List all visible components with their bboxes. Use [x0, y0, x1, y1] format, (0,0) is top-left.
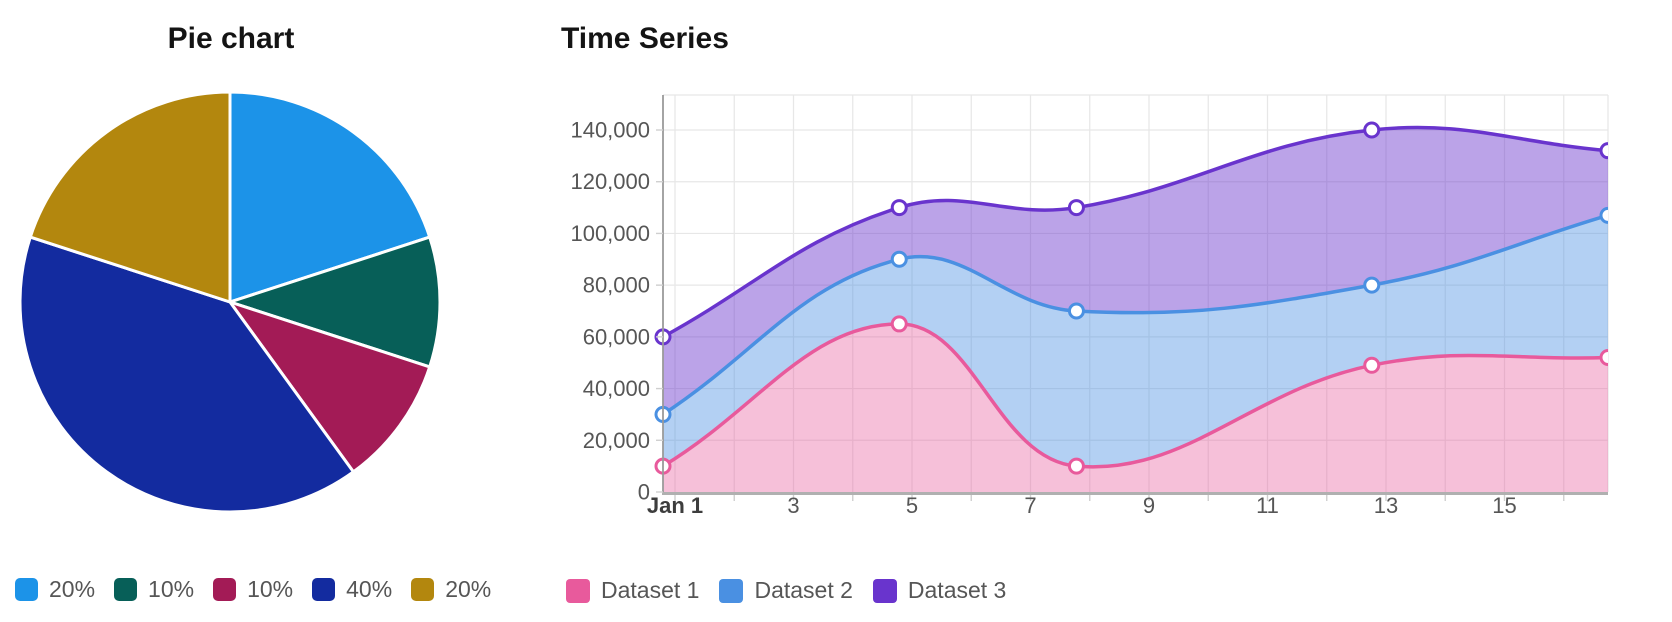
legend-label: Dataset 3 [907, 577, 1007, 603]
point-dataset-3-day5[interactable] [890, 199, 908, 217]
plot-area[interactable] [654, 121, 1615, 492]
legend-swatch [312, 578, 336, 601]
area-fill-dataset-2 [663, 215, 1608, 467]
pie-chart-title: Pie chart [167, 22, 295, 55]
axes [656, 95, 1608, 501]
pie-slice-3-10%[interactable] [228, 300, 432, 474]
pie-slice-5-20%[interactable] [28, 90, 232, 304]
pie-legend-item-2[interactable]: 10% [114, 576, 194, 603]
legend-swatch [411, 578, 435, 601]
pie-slice-1-20%[interactable] [228, 90, 432, 304]
point-dataset-2-day5[interactable] [890, 250, 908, 268]
x-tick-label-day13: 13 [1374, 493, 1398, 518]
ts-legend-item-dataset-2[interactable]: Dataset 2 [719, 577, 853, 604]
point-dataset-2-day13[interactable] [1363, 276, 1381, 294]
pie-legend-item-1[interactable]: 20% [15, 576, 95, 603]
x-tick-label-day7: 7 [1024, 493, 1036, 518]
point-dataset-2-day8[interactable] [1067, 302, 1085, 320]
y-tick-label-20000: 20,000 [583, 428, 650, 453]
legend-label: 20% [445, 576, 492, 602]
pie-slice-2-10%[interactable] [228, 235, 442, 369]
ts-legend-item-dataset-1[interactable]: Dataset 1 [566, 577, 699, 604]
point-dataset-3-day8[interactable] [1067, 199, 1085, 217]
legend-swatch [719, 578, 744, 603]
area-fill-dataset-3 [663, 127, 1608, 415]
pie-legend: 20% 10% 10% 40% 20% [15, 576, 491, 603]
point-dataset-3-day17[interactable] [1599, 142, 1615, 160]
point-dataset-2-day17[interactable] [1599, 206, 1615, 224]
x-tick-label-day9: 9 [1143, 493, 1155, 518]
y-tick-label-140000: 140,000 [570, 118, 650, 143]
pie-legend-item-5[interactable]: 20% [411, 576, 491, 603]
legend-swatch [114, 578, 138, 601]
x-tick-label-day5: 5 [906, 493, 918, 518]
y-tick-label-80000: 80,000 [583, 273, 650, 298]
point-dataset-1-day8[interactable] [1067, 457, 1085, 475]
pie-legend-item-4[interactable]: 40% [312, 576, 392, 603]
point-dataset-1-day17[interactable] [1599, 349, 1615, 367]
legend-swatch [213, 578, 237, 601]
line-dataset-3 [661, 125, 1608, 339]
point-dataset-3-day13[interactable] [1363, 121, 1381, 139]
y-tick-label-0: 0 [638, 480, 650, 505]
pie-slice-4-40%[interactable] [18, 235, 355, 514]
y-tick-label-120000: 120,000 [570, 169, 650, 194]
ts-legend-item-dataset-3[interactable]: Dataset 3 [872, 577, 1007, 604]
axis-labels: 0 20,000 40,000 60,000 80,000 100,000 120,000 1… [570, 118, 1516, 519]
point-dataset-1-day13[interactable] [1363, 356, 1381, 374]
legend-swatch [566, 578, 590, 603]
legend-swatch [15, 578, 38, 601]
x-tick-label-day1: Jan 1 [647, 493, 703, 518]
legend-swatch [872, 578, 897, 603]
legend-label: 20% [49, 576, 96, 602]
x-tick-label-day3: 3 [787, 493, 799, 518]
y-tick-label-60000: 60,000 [583, 324, 650, 349]
timeseries-chart-title: Time Series [561, 22, 729, 55]
pie-legend-item-3[interactable]: 10% [213, 576, 293, 603]
y-tick-label-40000: 40,000 [583, 376, 650, 401]
legend-label: Dataset 1 [601, 577, 700, 603]
point-dataset-1-day5[interactable] [890, 315, 908, 333]
timeseries-chart[interactable]: 0 20,000 40,000 60,000 80,000 100,000 120,000 1… [520, 85, 1672, 530]
timeseries-legend: Dataset 1 Dataset 2 Dataset 3 [566, 577, 1006, 604]
legend-label: 10% [247, 576, 294, 602]
x-tick-label-day15: 15 [1492, 493, 1516, 518]
x-tick-label-day11: 11 [1256, 493, 1279, 518]
legend-label: 40% [346, 576, 393, 602]
legend-label: 10% [148, 576, 195, 602]
y-tick-label-100000: 100,000 [570, 221, 650, 246]
legend-label: Dataset 2 [754, 577, 853, 603]
pie-chart[interactable] [10, 85, 460, 535]
